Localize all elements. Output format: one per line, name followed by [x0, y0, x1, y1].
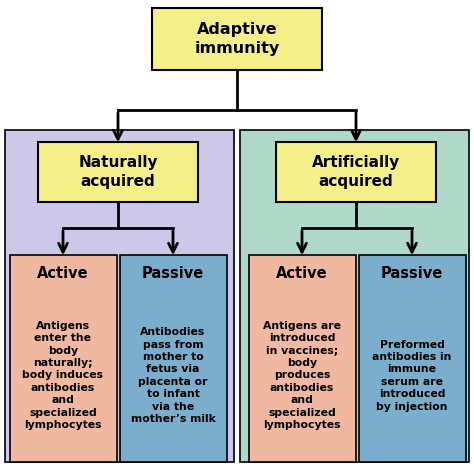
Text: Artificially
acquired: Artificially acquired: [312, 155, 400, 189]
Bar: [249, 255, 356, 462]
Text: Active: Active: [37, 266, 89, 281]
Text: Active: Active: [276, 266, 328, 281]
Bar: [152, 8, 322, 70]
Text: Passive: Passive: [381, 266, 443, 281]
Bar: [5, 130, 234, 462]
Bar: [38, 142, 198, 202]
Bar: [120, 255, 227, 462]
Bar: [359, 255, 466, 462]
Text: Naturally
acquired: Naturally acquired: [78, 155, 158, 189]
Text: Passive: Passive: [142, 266, 204, 281]
Bar: [240, 130, 469, 462]
Bar: [10, 255, 117, 462]
Bar: [276, 142, 436, 202]
Text: Preformed
antibodies in
immune
serum are
introduced
by injection: Preformed antibodies in immune serum are…: [372, 340, 452, 411]
Text: Antigens
enter the
body
naturally;
body induces
antibodies
and
specialized
lymph: Antigens enter the body naturally; body …: [22, 321, 103, 430]
Text: Adaptive
immunity: Adaptive immunity: [194, 22, 280, 56]
Text: Antibodies
pass from
mother to
fetus via
placenta or
to infant
via the
mother’s : Antibodies pass from mother to fetus via…: [131, 327, 215, 424]
Text: Antigens are
introduced
in vaccines;
body
produces
antibodies
and
specialized
ly: Antigens are introduced in vaccines; bod…: [263, 321, 341, 430]
